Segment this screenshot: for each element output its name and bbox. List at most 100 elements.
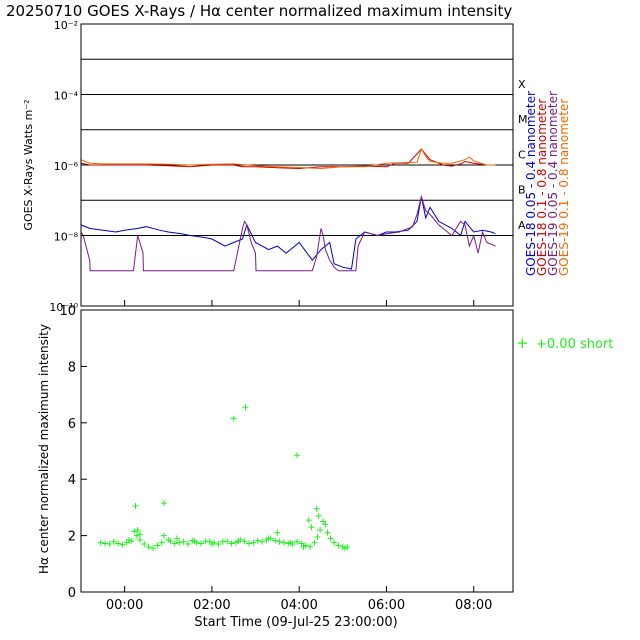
halpha-point-3 bbox=[110, 538, 117, 545]
halpha-point-78 bbox=[208, 541, 215, 548]
halpha-point-74 bbox=[126, 536, 132, 543]
halpha-point-26 bbox=[202, 538, 209, 545]
legend-entry-0: GOES-18 0.05 - 0.4 nanometer bbox=[524, 91, 538, 276]
halpha-point-16 bbox=[160, 532, 167, 539]
halpha-point-50 bbox=[307, 543, 314, 550]
halpha-point-2 bbox=[106, 541, 113, 548]
halpha-x-tick-label-4: 08:00 bbox=[455, 598, 492, 613]
xray-y-axis: 10⁻¹⁰ 10⁻⁸ 10⁻⁶ 10⁻⁴ 10⁻² bbox=[49, 19, 87, 314]
halpha-y-axis-label: Hα center normalized maximum intensity bbox=[37, 324, 51, 574]
halpha-x-tick-label-0: 00:00 bbox=[106, 598, 143, 613]
halpha-y-tick-label-1: 2 bbox=[68, 530, 76, 545]
halpha-point-10 bbox=[136, 536, 143, 543]
halpha-point-53 bbox=[317, 526, 324, 533]
halpha-point-29 bbox=[215, 541, 222, 548]
halpha-point-47 bbox=[294, 538, 300, 545]
halpha-panel: 0 2 4 6 8 10 00:00 02:00 04:00 06:00 08:00 Hα cen… bbox=[37, 304, 613, 630]
halpha-y-tick-label-4: 8 bbox=[68, 360, 76, 375]
halpha-point-73 bbox=[315, 512, 322, 519]
halpha-y-tick-label-3: 6 bbox=[68, 417, 76, 432]
halpha-point-81 bbox=[287, 539, 294, 546]
xray-series-line-0 bbox=[81, 148, 496, 170]
halpha-point-55 bbox=[322, 521, 329, 528]
flare-class-label-m: M bbox=[518, 113, 528, 126]
halpha-point-18 bbox=[167, 538, 174, 545]
halpha-y-tick-label-2: 4 bbox=[68, 473, 76, 488]
halpha-y-tick-label-5: 10 bbox=[59, 304, 76, 319]
halpha-point-75 bbox=[134, 526, 141, 533]
xray-y-tick-label-2: 10⁻⁶ bbox=[54, 160, 79, 173]
xray-series-line-1 bbox=[81, 147, 496, 170]
halpha-point-32 bbox=[228, 540, 235, 547]
halpha-point-13 bbox=[150, 545, 156, 552]
halpha-point-77 bbox=[191, 538, 198, 545]
halpha-y-axis: 0 2 4 6 8 10 bbox=[59, 304, 87, 601]
halpha-point-65 bbox=[160, 500, 167, 507]
halpha-point-66 bbox=[230, 415, 237, 422]
flare-class-label-a: A bbox=[518, 219, 526, 232]
halpha-plot-frame bbox=[80, 309, 514, 593]
xray-x-ticks bbox=[124, 300, 475, 306]
legend-entry-3: GOES-19 0.1 - 0.8 nanometer bbox=[557, 99, 571, 276]
flare-class-label-c: C bbox=[518, 148, 526, 161]
xray-series-line-2 bbox=[81, 196, 496, 270]
halpha-point-52 bbox=[314, 534, 321, 541]
halpha-point-58 bbox=[331, 539, 338, 546]
halpha-point-43 bbox=[276, 538, 283, 545]
halpha-point-44 bbox=[280, 539, 287, 546]
chart-title: 20250710 GOES X-Rays / Hα center normali… bbox=[6, 2, 513, 20]
halpha-point-12 bbox=[145, 543, 152, 550]
halpha-point-59 bbox=[335, 542, 342, 549]
halpha-point-30 bbox=[219, 538, 226, 545]
halpha-point-21 bbox=[180, 538, 187, 545]
halpha-point-22 bbox=[184, 541, 191, 548]
halpha-point-4 bbox=[115, 540, 122, 547]
halpha-legend-symbol: + bbox=[516, 334, 529, 352]
halpha-point-5 bbox=[119, 541, 126, 548]
halpha-point-57 bbox=[327, 535, 334, 542]
halpha-x-tick-label-3: 06:00 bbox=[368, 598, 405, 613]
halpha-point-80 bbox=[265, 535, 272, 542]
halpha-x-axis-label: Start Time (09-Jul-25 23:00:00) bbox=[194, 615, 397, 630]
halpha-point-70 bbox=[305, 517, 312, 524]
legend-entry-1: GOES-18 0.1 - 0.8 nanometer bbox=[535, 99, 549, 276]
halpha-point-8 bbox=[131, 528, 138, 535]
flare-class-label-x: X bbox=[518, 78, 526, 91]
halpha-point-15 bbox=[158, 539, 165, 546]
xray-y-tick-label-4: 10⁻² bbox=[54, 19, 78, 32]
halpha-legend-label: +0.00 short bbox=[536, 337, 613, 352]
halpha-point-48 bbox=[298, 540, 305, 547]
flare-class-labels: A B C M X bbox=[518, 78, 528, 232]
halpha-point-1 bbox=[102, 540, 108, 547]
halpha-x-tick-label-2: 04:00 bbox=[280, 598, 317, 613]
flare-class-gridlines bbox=[81, 58, 513, 236]
halpha-point-56 bbox=[324, 529, 331, 536]
flare-class-label-b: B bbox=[518, 184, 526, 197]
xray-panel: 10⁻¹⁰ 10⁻⁸ 10⁻⁶ 10⁻⁴ 10⁻² GOES X-Rays Watts … bbox=[22, 19, 571, 314]
xray-y-axis-label: GOES X-Rays Watts m⁻² bbox=[22, 99, 35, 230]
xray-y-tick-label-1: 10⁻⁸ bbox=[54, 231, 79, 244]
halpha-point-25 bbox=[198, 540, 204, 547]
halpha-point-71 bbox=[308, 524, 315, 531]
halpha-point-42 bbox=[272, 537, 279, 544]
halpha-point-76 bbox=[174, 535, 180, 542]
halpha-point-51 bbox=[311, 539, 318, 546]
xray-y-tick-label-0: 10⁻¹⁰ bbox=[49, 301, 78, 314]
halpha-point-72 bbox=[313, 505, 320, 512]
halpha-point-82 bbox=[300, 543, 307, 550]
halpha-points bbox=[97, 404, 351, 552]
halpha-point-0 bbox=[97, 539, 104, 546]
halpha-point-39 bbox=[259, 538, 266, 545]
halpha-x-tick-label-1: 02:00 bbox=[193, 598, 230, 613]
halpha-point-14 bbox=[154, 542, 161, 549]
halpha-point-20 bbox=[176, 539, 183, 546]
halpha-x-axis: 00:00 02:00 04:00 06:00 08:00 bbox=[106, 586, 492, 613]
halpha-point-63 bbox=[132, 502, 139, 509]
xray-series bbox=[81, 147, 496, 272]
halpha-point-37 bbox=[250, 539, 257, 546]
legend-entry-2: GOES-19 0.05 - 0.4 nanometer bbox=[546, 91, 560, 276]
halpha-point-68 bbox=[274, 529, 281, 536]
halpha-point-9 bbox=[133, 532, 140, 539]
halpha-point-35 bbox=[241, 538, 248, 545]
